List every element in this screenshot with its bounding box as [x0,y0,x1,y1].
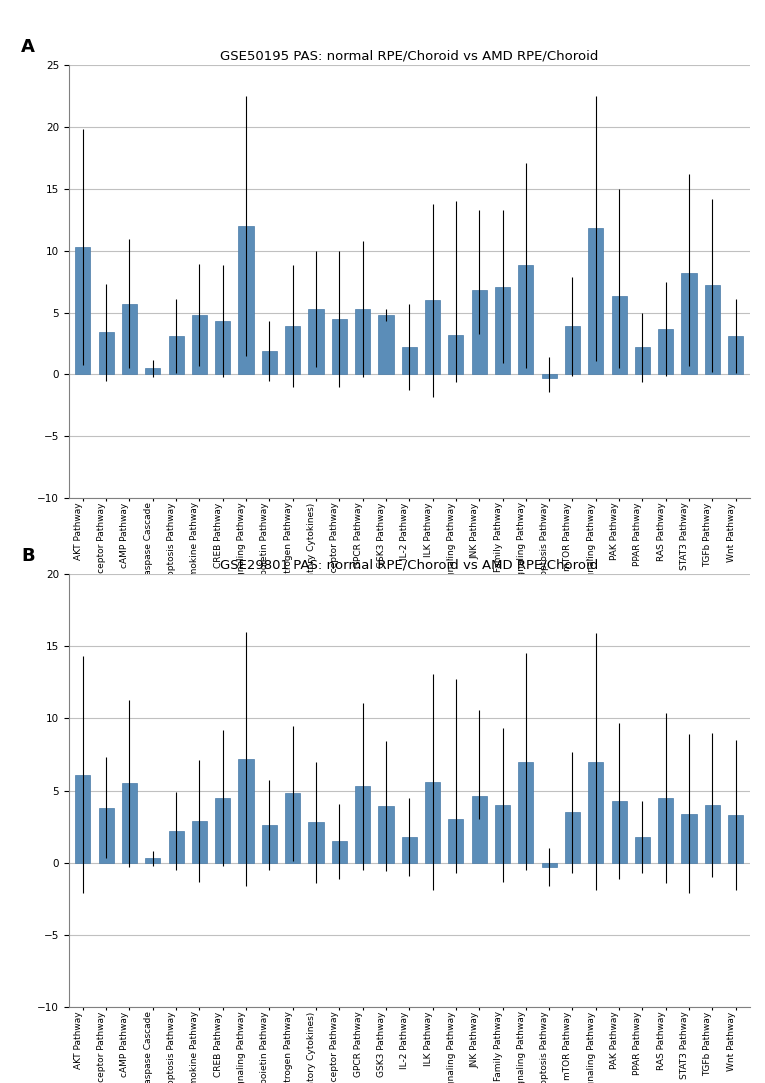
Bar [379,315,393,375]
Bar [402,837,417,863]
Bar [122,304,137,375]
Bar [192,315,207,375]
Bar [75,247,90,375]
Bar [355,309,370,375]
Bar [518,265,533,375]
Bar [682,273,697,375]
Bar [472,290,487,375]
Bar [239,759,254,863]
Bar [728,815,744,863]
Bar [308,309,324,375]
Bar [495,805,510,863]
Bar [145,368,161,375]
Bar [658,798,673,863]
Bar [99,332,114,375]
Bar [448,335,464,375]
Bar [262,351,277,375]
Bar [565,326,580,375]
Bar [168,831,184,863]
Title: GSE50195 PAS: normal RPE/Choroid vs AMD RPE/Choroid: GSE50195 PAS: normal RPE/Choroid vs AMD … [220,50,598,63]
Bar [308,822,324,863]
Bar [355,786,370,863]
Bar [332,841,347,863]
Bar [542,375,557,378]
Bar [122,783,137,863]
Bar [448,820,464,863]
Bar [635,837,650,863]
Bar [588,229,604,375]
Title: GSE29801 PAS: normal RPE/Choroid vs AMD RPE/Choroid: GSE29801 PAS: normal RPE/Choroid vs AMD … [220,559,598,572]
Bar [728,336,744,375]
Bar [611,800,627,863]
Bar [262,825,277,863]
Bar [611,297,627,375]
Bar [518,761,533,863]
Bar [75,774,90,863]
Bar [99,808,114,863]
Bar [705,285,720,375]
Bar [145,859,161,863]
Text: B: B [21,547,35,565]
Bar [635,348,650,375]
Bar [682,813,697,863]
Bar [192,821,207,863]
Bar [425,300,440,375]
Bar [332,318,347,375]
Bar [542,863,557,867]
Bar [658,328,673,375]
Bar [215,322,230,375]
Bar [239,226,254,375]
Bar [285,326,301,375]
Bar [215,798,230,863]
Text: A: A [21,38,35,56]
Bar [402,348,417,375]
Bar [168,336,184,375]
Bar [495,287,510,375]
Bar [588,761,604,863]
Bar [285,794,301,863]
Bar [425,782,440,863]
Bar [472,796,487,863]
Bar [379,807,393,863]
Bar [705,805,720,863]
Bar [565,812,580,863]
